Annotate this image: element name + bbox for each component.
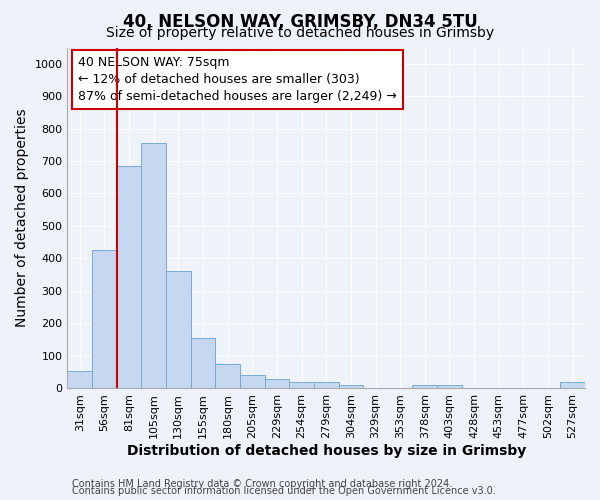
Bar [92, 250, 117, 388]
Text: 40 NELSON WAY: 75sqm
← 12% of detached houses are smaller (303)
87% of semi-deta: 40 NELSON WAY: 75sqm ← 12% of detached h… [78, 56, 397, 103]
Bar [560, 382, 585, 388]
Bar [437, 386, 462, 388]
Text: 40, NELSON WAY, GRIMSBY, DN34 5TU: 40, NELSON WAY, GRIMSBY, DN34 5TU [122, 12, 478, 30]
Bar [240, 375, 265, 388]
Bar [338, 384, 363, 388]
Bar [166, 271, 191, 388]
Bar [265, 379, 289, 388]
Bar [215, 364, 240, 388]
Bar [191, 338, 215, 388]
Bar [117, 166, 142, 388]
Text: Size of property relative to detached houses in Grimsby: Size of property relative to detached ho… [106, 26, 494, 40]
X-axis label: Distribution of detached houses by size in Grimsby: Distribution of detached houses by size … [127, 444, 526, 458]
Bar [289, 382, 314, 388]
Bar [142, 143, 166, 388]
Text: Contains HM Land Registry data © Crown copyright and database right 2024.: Contains HM Land Registry data © Crown c… [72, 479, 452, 489]
Bar [67, 371, 92, 388]
Bar [314, 382, 338, 388]
Bar [412, 384, 437, 388]
Text: Contains public sector information licensed under the Open Government Licence v3: Contains public sector information licen… [72, 486, 496, 496]
Y-axis label: Number of detached properties: Number of detached properties [15, 108, 29, 327]
